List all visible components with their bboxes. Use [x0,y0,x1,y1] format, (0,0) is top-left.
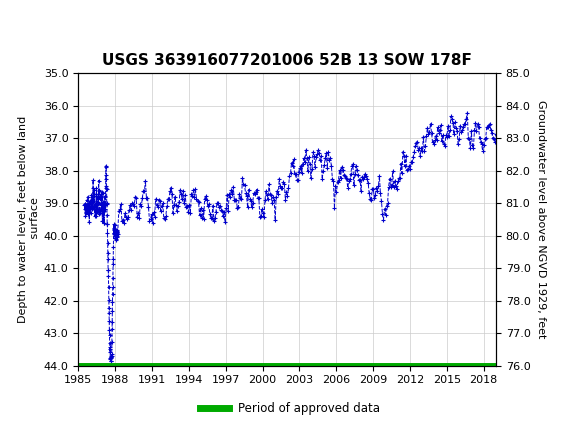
Y-axis label: Groundwater level above NGVD 1929, feet: Groundwater level above NGVD 1929, feet [536,100,546,338]
Y-axis label: Depth to water level, feet below land
 surface: Depth to water level, feet below land su… [18,116,39,323]
Legend: Period of approved data: Period of approved data [195,397,385,420]
Title: USGS 363916077201006 52B 13 SOW 178F: USGS 363916077201006 52B 13 SOW 178F [102,53,472,68]
Text: USGS: USGS [42,12,97,29]
